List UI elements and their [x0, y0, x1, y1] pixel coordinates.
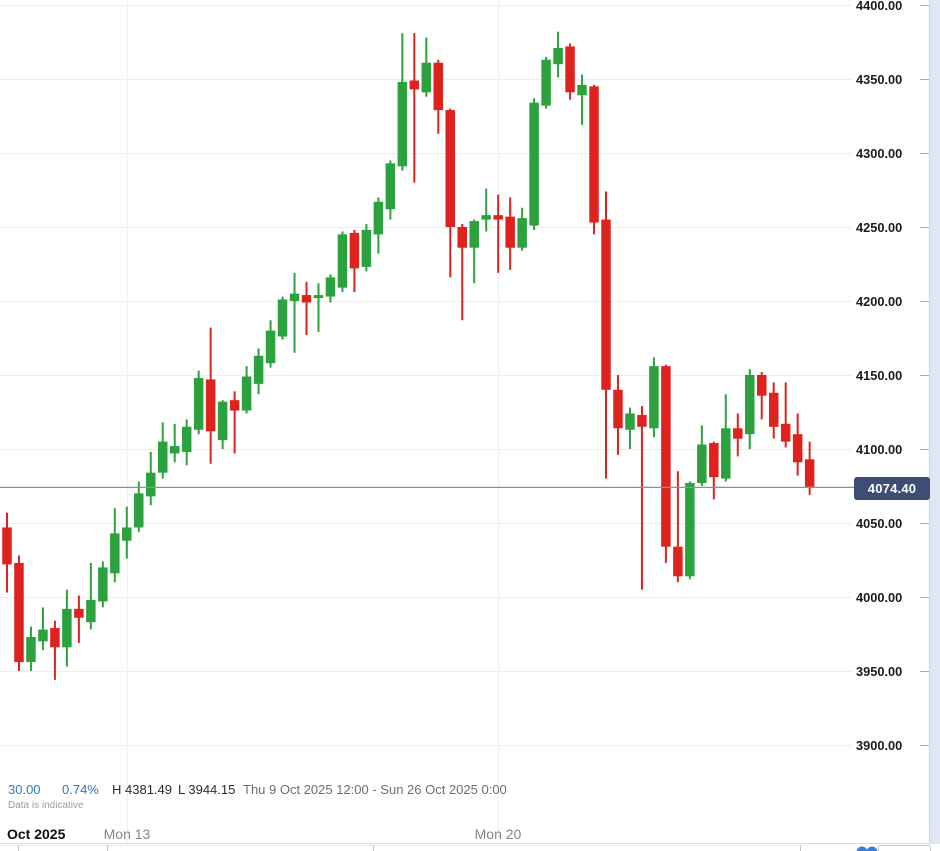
candle-body — [337, 234, 348, 288]
candle-body — [289, 293, 300, 301]
candle-body — [433, 62, 444, 111]
candle-body — [517, 218, 527, 248]
candle-body — [756, 375, 767, 396]
candle-body — [733, 428, 743, 439]
y-axis-label: 4350.00 — [856, 72, 902, 87]
toolbar-button[interactable] — [878, 845, 931, 851]
candle-body — [325, 277, 336, 297]
y-axis-label: 4200.00 — [856, 294, 902, 309]
y-axis-label: 4150.00 — [856, 368, 902, 383]
candle-body — [637, 414, 647, 427]
candle-body — [169, 446, 180, 454]
candle-body — [181, 426, 192, 452]
candle-body — [361, 229, 372, 267]
candle-body — [38, 629, 48, 642]
candle-body — [265, 330, 276, 364]
y-axis-label: 4300.00 — [856, 146, 902, 161]
indicative-note: Data is indicative — [8, 800, 84, 811]
candle-body — [469, 221, 479, 248]
candle-body — [421, 62, 432, 93]
candle-body — [217, 401, 228, 441]
candle-body — [445, 110, 456, 227]
change-percent: 0.74% — [62, 782, 99, 797]
candle-body — [792, 434, 803, 463]
candle-body — [62, 608, 72, 648]
candle-body — [229, 400, 240, 411]
candle-body — [2, 527, 12, 565]
candle-body — [134, 493, 144, 528]
candle-body — [26, 636, 36, 663]
candle-body — [721, 428, 731, 479]
candle-body — [385, 163, 396, 210]
candle-body — [493, 215, 503, 220]
y-axis-label: 4100.00 — [856, 442, 902, 457]
chart-scrollbar[interactable] — [929, 0, 940, 844]
candle-body — [253, 355, 264, 384]
candle-body — [601, 219, 611, 390]
candle-body — [86, 599, 96, 623]
candle-body — [373, 201, 384, 235]
candle-body — [122, 527, 132, 541]
candle-body — [313, 295, 324, 299]
candle-body — [205, 379, 216, 432]
x-axis-label: Mon 20 — [474, 826, 522, 842]
session-low: L 3944.15 — [178, 782, 236, 797]
candle-body — [541, 59, 551, 106]
candle-body — [529, 102, 539, 226]
candle-body — [768, 392, 779, 427]
candle-body — [709, 443, 719, 478]
candle-body — [146, 472, 156, 497]
session-high: H 4381.49 — [112, 782, 172, 797]
y-axis-label: 3950.00 — [856, 664, 902, 679]
candle-body — [110, 533, 120, 574]
y-axis-label: 4000.00 — [856, 590, 902, 605]
candle-body — [649, 366, 659, 429]
candle-body — [277, 299, 288, 337]
candle-body — [14, 562, 24, 663]
current-price-value: 4074.40 — [867, 481, 917, 496]
candle-body — [553, 47, 563, 65]
y-axis-label: 4050.00 — [856, 516, 902, 531]
candle-body — [745, 375, 755, 435]
y-axis-label: 4400.00 — [856, 0, 902, 13]
current-price-badge: 4074.40 — [854, 477, 930, 500]
toolbar-icon[interactable] — [856, 846, 868, 851]
change-value: 30.00 — [8, 782, 41, 797]
candle-body — [685, 483, 695, 577]
candle-body — [50, 628, 60, 648]
candle-body — [565, 46, 575, 93]
y-axis-label: 4250.00 — [856, 220, 902, 235]
candle-body — [349, 232, 360, 269]
y-axis-label: 3900.00 — [856, 738, 902, 753]
candle-body — [625, 413, 635, 430]
candle-body — [481, 215, 491, 220]
x-axis-label: Oct 2025 — [7, 826, 66, 842]
candle-body — [409, 80, 420, 90]
candle-body — [397, 81, 408, 167]
candle-body — [457, 227, 467, 248]
candle-body — [157, 441, 168, 473]
candle-body — [577, 84, 587, 96]
candle-body — [673, 546, 683, 577]
date-range: Thu 9 Oct 2025 12:00 - Sun 26 Oct 2025 0… — [243, 782, 507, 797]
candle-body — [589, 86, 599, 223]
candle-body — [697, 444, 707, 484]
x-axis-label: Mon 13 — [103, 826, 151, 842]
candle-body — [505, 216, 515, 248]
candle-body — [661, 366, 671, 547]
candle-body — [613, 389, 623, 429]
candle-body — [780, 423, 791, 442]
toolbar-icon[interactable] — [866, 846, 878, 851]
candle-body — [804, 459, 815, 487]
candle-body — [98, 567, 108, 602]
candle-body — [301, 295, 312, 303]
candle-body — [241, 376, 252, 411]
candle-body — [74, 608, 84, 618]
candle-body — [193, 377, 204, 430]
